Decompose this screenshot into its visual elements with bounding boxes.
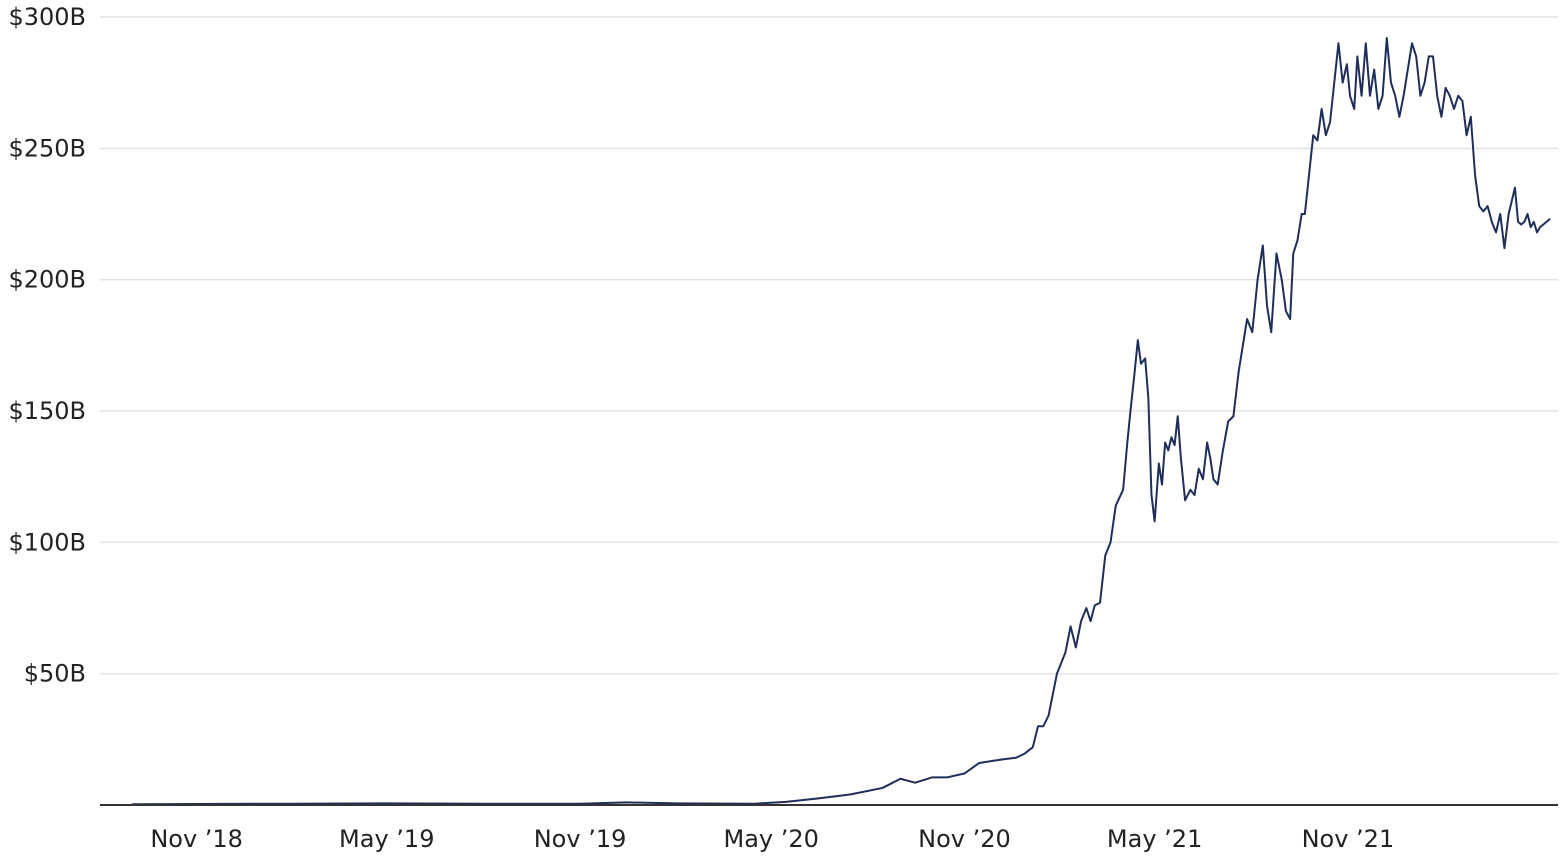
y-tick-label: $100B [8, 528, 86, 556]
x-tick-label: May ’21 [1107, 825, 1202, 853]
y-tick-label: $300B [8, 3, 86, 31]
x-tick-label: Nov ’21 [1302, 825, 1395, 853]
x-tick-label: May ’20 [724, 825, 819, 853]
grid-lines [100, 16, 1558, 675]
x-tick-label: Nov ’20 [918, 825, 1011, 853]
y-axis-labels: $50B $100B $150B $200B $250B $300B [8, 3, 86, 688]
y-tick-label: $250B [8, 134, 86, 162]
x-axis-labels: Nov ’18 May ’19 Nov ’19 May ’20 Nov ’20 May ’… [150, 825, 1394, 853]
x-tick-label: Nov ’19 [534, 825, 627, 853]
series-layer [131, 37, 1551, 806]
x-tick-label: May ’19 [339, 825, 434, 853]
y-tick-label: $50B [24, 660, 86, 688]
y-tick-label: $200B [8, 266, 86, 294]
x-tick-label: Nov ’18 [150, 825, 243, 853]
series-line [131, 37, 1551, 806]
y-tick-label: $150B [8, 397, 86, 425]
